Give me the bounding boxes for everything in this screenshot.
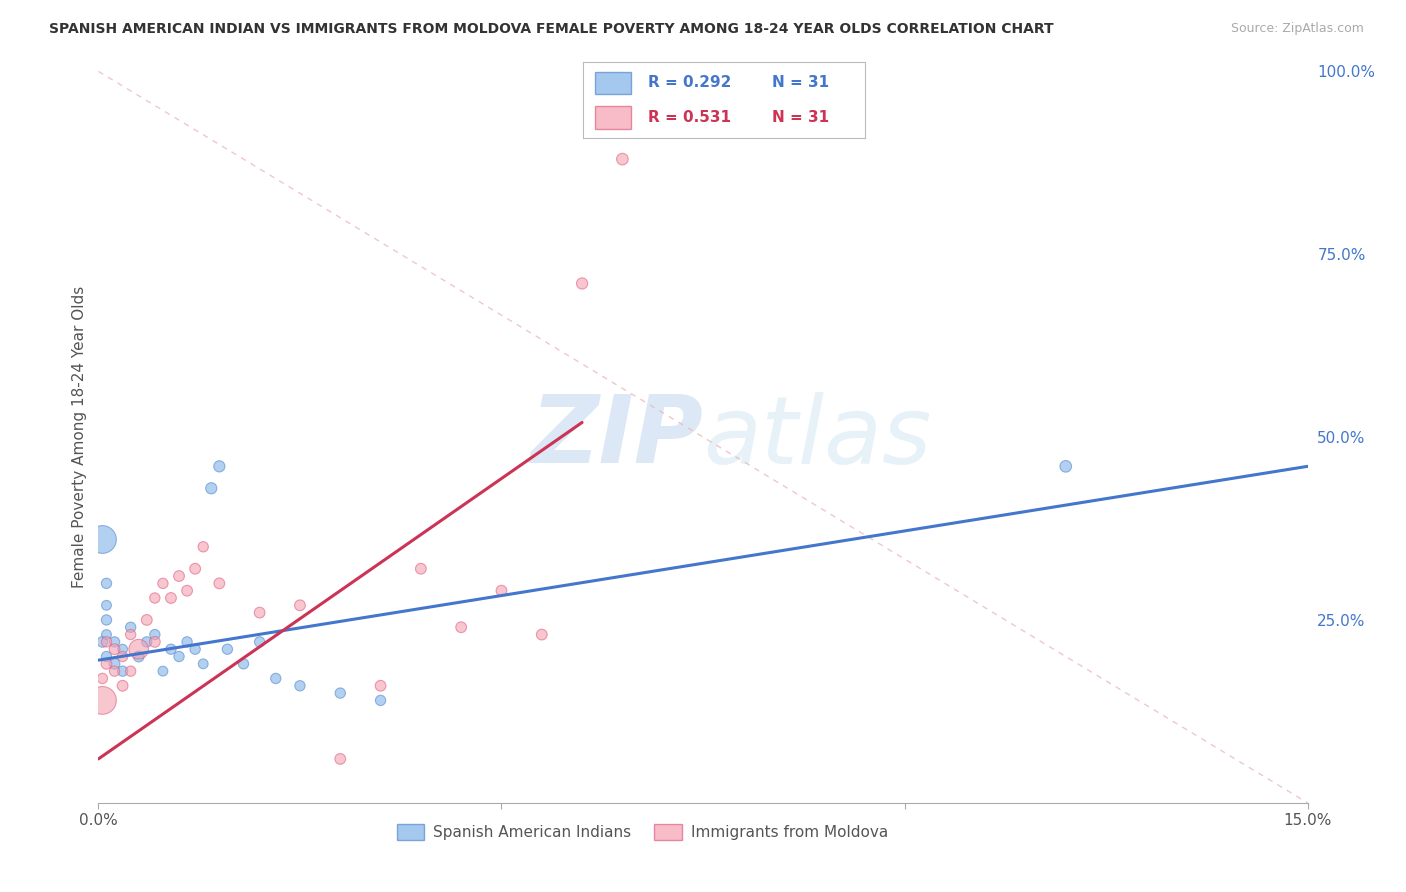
Point — [96, 599, 118, 613]
Point — [120, 664, 142, 678]
Point — [249, 606, 271, 620]
Point — [217, 642, 239, 657]
Point — [111, 642, 134, 657]
Point — [409, 562, 432, 576]
Point — [96, 576, 118, 591]
Point — [208, 576, 231, 591]
Point — [111, 679, 134, 693]
Point — [91, 693, 114, 707]
Point — [208, 459, 231, 474]
Point — [152, 664, 174, 678]
Point — [103, 642, 125, 657]
Point — [120, 620, 142, 634]
Text: R = 0.292: R = 0.292 — [648, 76, 731, 90]
Point — [103, 664, 125, 678]
Point — [491, 583, 513, 598]
Point — [288, 599, 311, 613]
Text: R = 0.531: R = 0.531 — [648, 111, 731, 125]
FancyBboxPatch shape — [595, 106, 631, 129]
Point — [96, 649, 118, 664]
Text: SPANISH AMERICAN INDIAN VS IMMIGRANTS FROM MOLDOVA FEMALE POVERTY AMONG 18-24 YE: SPANISH AMERICAN INDIAN VS IMMIGRANTS FR… — [49, 22, 1054, 37]
Point — [103, 635, 125, 649]
Point — [143, 591, 166, 605]
Point — [135, 613, 157, 627]
Point — [370, 679, 392, 693]
Point — [184, 562, 207, 576]
Point — [249, 635, 271, 649]
Point — [111, 664, 134, 678]
Point — [96, 657, 118, 671]
Point — [1054, 459, 1077, 474]
Point — [176, 635, 198, 649]
Text: N = 31: N = 31 — [772, 111, 830, 125]
Point — [96, 627, 118, 641]
Point — [135, 635, 157, 649]
Text: atlas: atlas — [703, 392, 931, 483]
Point — [103, 657, 125, 671]
Text: N = 31: N = 31 — [772, 76, 830, 90]
Legend: Spanish American Indians, Immigrants from Moldova: Spanish American Indians, Immigrants fro… — [391, 818, 894, 847]
Point — [370, 693, 392, 707]
Point — [184, 642, 207, 657]
Point — [571, 277, 593, 291]
Point — [232, 657, 254, 671]
Text: Source: ZipAtlas.com: Source: ZipAtlas.com — [1230, 22, 1364, 36]
Point — [167, 569, 190, 583]
Point — [96, 635, 118, 649]
Point — [111, 649, 134, 664]
Point — [193, 657, 215, 671]
Point — [167, 649, 190, 664]
Point — [91, 672, 114, 686]
Point — [128, 649, 150, 664]
Point — [530, 627, 553, 641]
Point — [200, 481, 222, 495]
Point — [160, 642, 183, 657]
Point — [91, 533, 114, 547]
Point — [160, 591, 183, 605]
Point — [612, 152, 634, 166]
Point — [143, 627, 166, 641]
Point — [329, 686, 352, 700]
Point — [91, 635, 114, 649]
Point — [193, 540, 215, 554]
Point — [176, 583, 198, 598]
Text: ZIP: ZIP — [530, 391, 703, 483]
Y-axis label: Female Poverty Among 18-24 Year Olds: Female Poverty Among 18-24 Year Olds — [72, 286, 87, 588]
Point — [152, 576, 174, 591]
Point — [288, 679, 311, 693]
Point — [264, 672, 287, 686]
Point — [329, 752, 352, 766]
Point — [120, 627, 142, 641]
FancyBboxPatch shape — [595, 71, 631, 95]
Point — [96, 613, 118, 627]
Point — [450, 620, 472, 634]
Point — [143, 635, 166, 649]
Point — [128, 642, 150, 657]
